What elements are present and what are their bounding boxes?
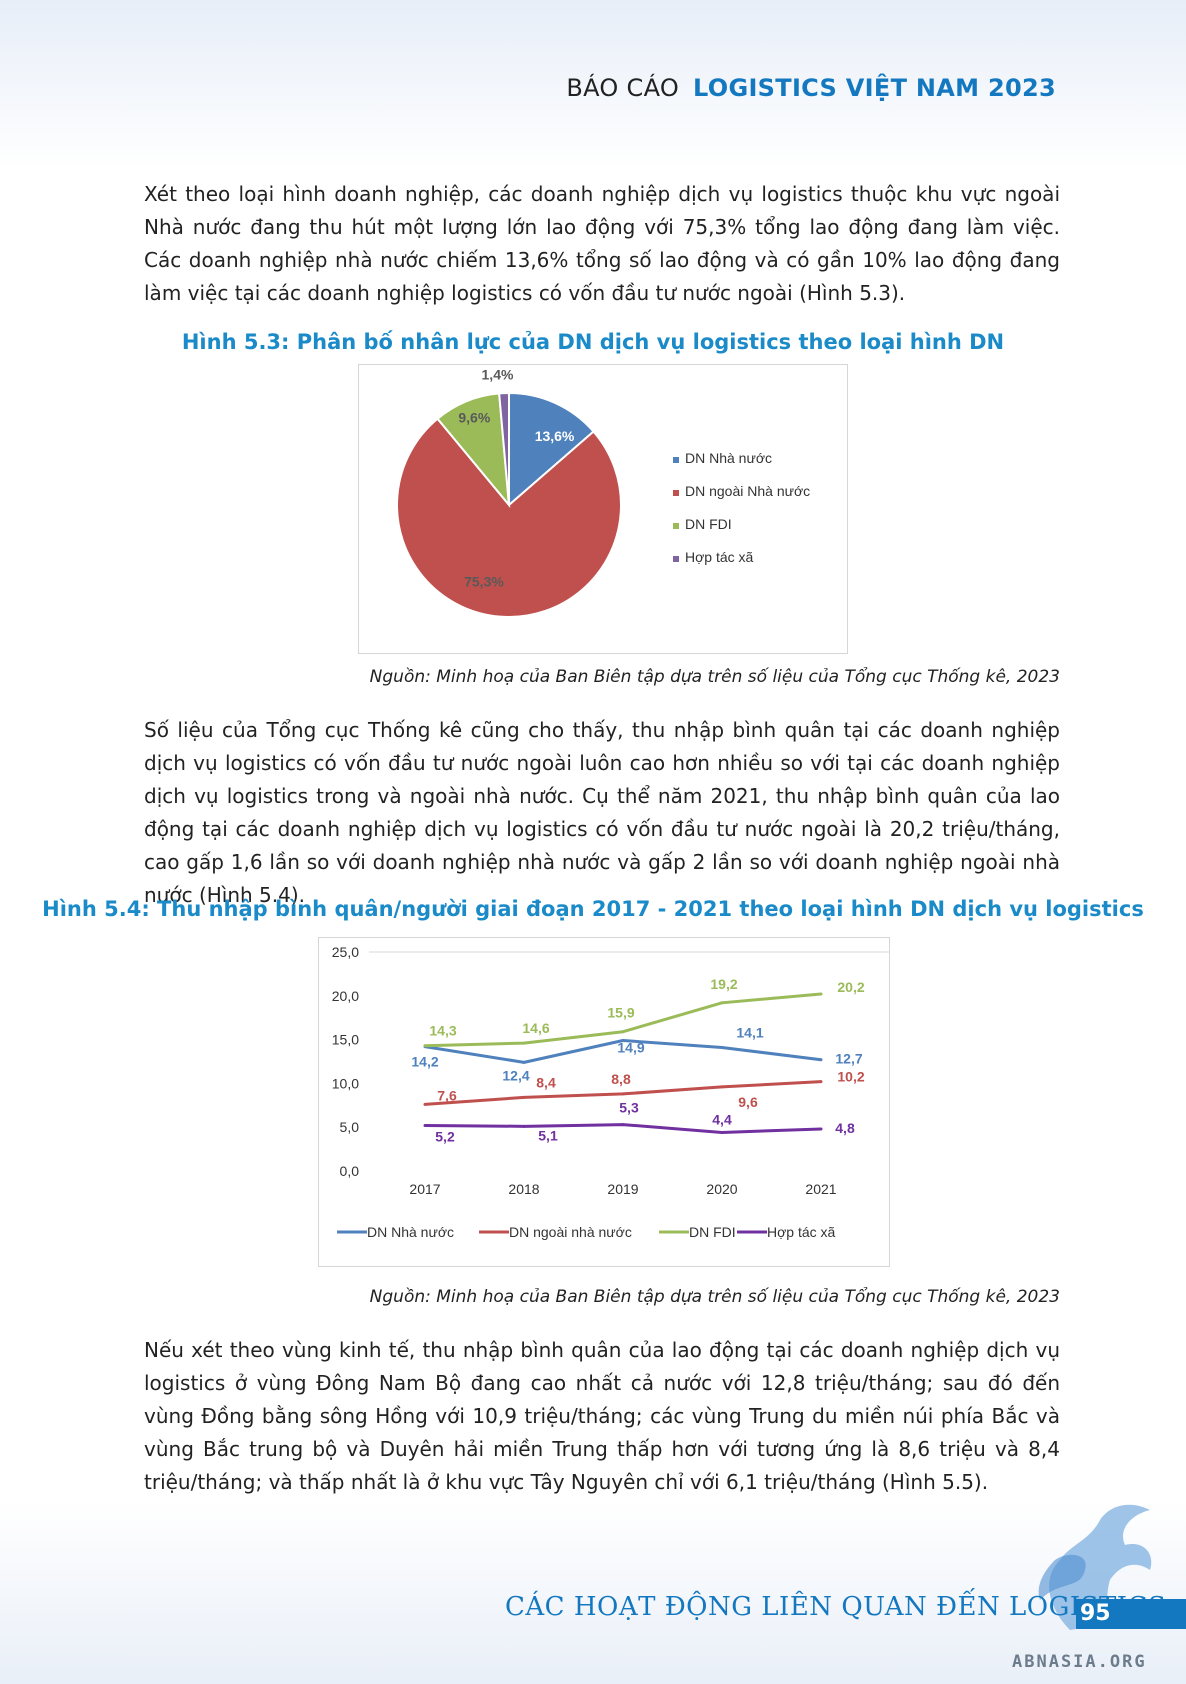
line-point-2-0: [423, 1044, 427, 1048]
pie-data-label-1: 75,3%: [464, 573, 504, 589]
line-data-label-0-0: 14,2: [411, 1054, 438, 1070]
line-point-3-3: [720, 1130, 724, 1134]
watermark-text: ABNASIA.ORG: [1012, 1652, 1147, 1672]
pie-legend-label-1: DN ngoài Nhà nước: [685, 483, 810, 499]
figure-5-4-source: Nguồn: Minh hoạ của Ban Biên tập dựa trê…: [369, 1287, 1060, 1307]
line-point-1-3: [720, 1085, 724, 1089]
y-tick-label-1: 5,0: [340, 1119, 360, 1135]
pie-legend-label-0: DN Nhà nước: [685, 450, 772, 466]
pie-legend-swatch-1: [673, 490, 679, 496]
line-data-label-0-3: 14,1: [736, 1024, 763, 1040]
line-data-label-2-3: 19,2: [710, 976, 737, 992]
x-tick-label-4: 2021: [805, 1181, 836, 1197]
pie-data-label-0: 13,6%: [535, 428, 575, 444]
line-legend-label-0: DN Nhà nước: [367, 1224, 454, 1240]
line-point-0-3: [720, 1045, 724, 1049]
line-point-1-2: [621, 1092, 625, 1096]
paragraph-2: Số liệu của Tổng cục Thống kê cũng cho t…: [144, 718, 1060, 907]
y-tick-label-0: 0,0: [340, 1163, 360, 1179]
line-chart: 0,0 5,0 10,0 15,0 20,0 25,0 2017 2018 2019 2020 20…: [332, 944, 889, 1240]
line-legend-label-1: DN ngoài nhà nước: [509, 1224, 632, 1240]
x-tick-label-2: 2019: [607, 1181, 638, 1197]
x-tick-label-0: 2017: [409, 1181, 440, 1197]
line-data-label-2-1: 14,6: [522, 1020, 549, 1036]
line-point-1-0: [423, 1102, 427, 1106]
line-data-label-1-4: 10,2: [837, 1069, 864, 1085]
figure-5-3-source: Nguồn: Minh hoạ của Ban Biên tập dựa trê…: [369, 667, 1060, 687]
line-data-label-3-1: 5,1: [538, 1127, 558, 1143]
pie-legend-swatch-2: [673, 523, 679, 529]
report-header: BÁO CÁO LOGISTICS VIỆT NAM 2023: [566, 74, 1056, 102]
line-chart-frame: 0,0 5,0 10,0 15,0 20,0 25,0 2017 2018 2019 2020 20…: [318, 937, 890, 1267]
y-tick-label-5: 25,0: [332, 944, 359, 960]
pie-legend-swatch-3: [673, 556, 679, 562]
line-point-3-4: [819, 1127, 823, 1131]
pie-data-label-3: 1,4%: [482, 367, 514, 383]
line-point-1-4: [819, 1080, 823, 1084]
line-point-0-2: [621, 1038, 625, 1042]
line-data-label-1-1: 8,4: [536, 1074, 556, 1090]
line-legend-label-3: Hợp tác xã: [767, 1224, 836, 1240]
line-data-label-0-2: 14,9: [617, 1039, 644, 1055]
paragraph-1: Xét theo loại hình doanh nghiệp, các doa…: [144, 182, 1060, 305]
line-point-0-4: [819, 1058, 823, 1062]
line-point-2-1: [522, 1041, 526, 1045]
dragon-logo-icon: [1038, 1504, 1152, 1630]
line-point-0-1: [522, 1060, 526, 1064]
figure-5-3-title: Hình 5.3: Phân bố nhân lực của DN dịch v…: [181, 330, 1005, 354]
y-tick-label-2: 10,0: [332, 1075, 359, 1091]
pie-slice-3: [498, 391, 510, 506]
pie-legend-label-2: DN FDI: [685, 516, 732, 532]
line-point-2-3: [720, 1001, 724, 1005]
line-data-label-3-4: 4,8: [835, 1120, 855, 1136]
line-data-label-1-3: 9,6: [738, 1094, 758, 1110]
line-data-label-1-2: 8,8: [611, 1071, 631, 1087]
x-tick-label-3: 2020: [706, 1181, 737, 1197]
pie-chart: 13,6% 75,3% 9,6% 1,4% DN Nhà nước DN ngoài Nh…: [396, 367, 810, 618]
line-data-label-0-1: 12,4: [502, 1067, 529, 1083]
line-data-label-3-3: 4,4: [712, 1111, 732, 1127]
line-data-label-2-0: 14,3: [429, 1023, 456, 1039]
paragraph-3: Nếu xét theo vùng kinh tế, thu nhập bình…: [144, 1338, 1060, 1494]
pie-slice-1: [396, 417, 622, 618]
line-data-label-2-2: 15,9: [607, 1005, 634, 1021]
line-point-1-1: [522, 1095, 526, 1099]
line-legend-label-2: DN FDI: [689, 1224, 736, 1240]
line-data-label-0-4: 12,7: [835, 1051, 862, 1067]
pie-legend-swatch-0: [673, 457, 679, 463]
y-tick-label-3: 15,0: [332, 1032, 359, 1048]
footer-chapter-title: CÁC HOẠT ĐỘNG LIÊN QUAN ĐẾN LOGISTICS: [505, 1592, 1167, 1622]
line-point-3-0: [423, 1123, 427, 1127]
page-number-bar: [1076, 1599, 1186, 1629]
line-data-label-2-4: 20,2: [837, 979, 864, 995]
x-tick-label-1: 2018: [508, 1181, 539, 1197]
figure-5-4-title: Hình 5.4: Thu nhập bình quân/người giai …: [42, 897, 1144, 921]
y-tick-label-4: 20,0: [332, 988, 359, 1004]
header-title: LOGISTICS VIỆT NAM 2023: [693, 74, 1056, 102]
line-data-label-3-2: 5,3: [619, 1100, 639, 1116]
header-prefix: BÁO CÁO: [566, 74, 680, 102]
pie-chart-frame: 13,6% 75,3% 9,6% 1,4% DN Nhà nước DN ngoài Nh…: [358, 364, 848, 654]
pie-legend-label-3: Hợp tác xã: [685, 549, 754, 565]
pie-slice-0: [508, 391, 595, 508]
line-point-3-2: [621, 1123, 625, 1127]
line-data-label-3-0: 5,2: [435, 1128, 455, 1144]
pie-data-label-2: 9,6%: [458, 409, 490, 425]
line-point-3-1: [522, 1124, 526, 1128]
line-point-2-2: [621, 1030, 625, 1034]
page-number: 95: [1080, 1601, 1111, 1626]
line-data-label-1-0: 7,6: [437, 1087, 457, 1103]
line-point-2-4: [819, 992, 823, 996]
